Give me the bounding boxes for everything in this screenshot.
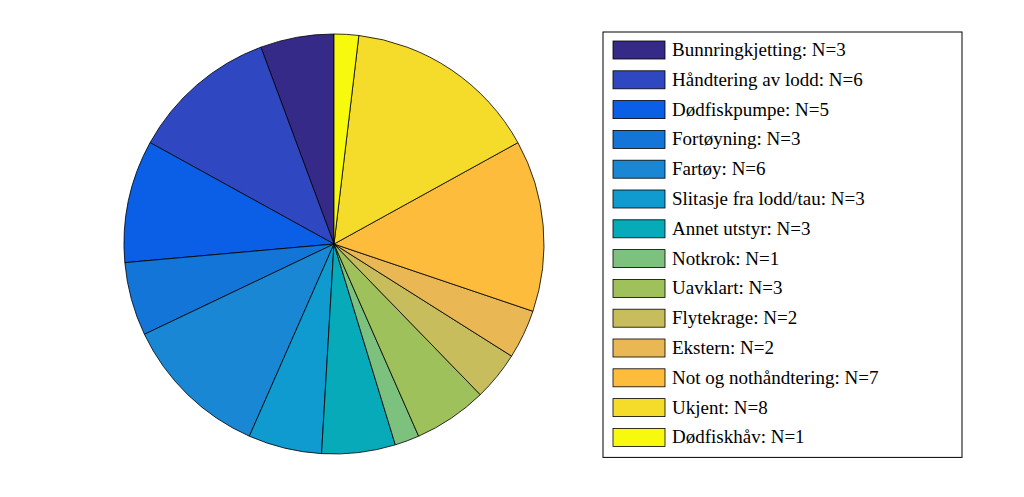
legend-label: Fortøyning: N=3: [672, 128, 800, 149]
pie: [124, 34, 544, 454]
legend-swatch: [613, 220, 665, 238]
legend-label: Fartøy: N=6: [672, 158, 766, 179]
legend-swatch: [613, 428, 665, 446]
chart: Bunnringkjetting: N=3 Håndtering av lodd:…: [0, 0, 1024, 497]
legend-label: Slitasje fra lodd/tau: N=3: [672, 188, 865, 209]
legend-swatch: [613, 339, 665, 357]
legend-swatch: [613, 101, 665, 119]
legend-label: Not og nothåndtering: N=7: [672, 367, 879, 388]
legend-swatch: [613, 71, 665, 89]
legend-label: Håndtering av lodd: N=6: [672, 69, 863, 90]
legend-label: Ukjent: N=8: [672, 397, 768, 418]
chart-root: Bunnringkjetting: N=3 Håndtering av lodd:…: [0, 0, 1024, 497]
legend-label: Flytekrage: N=2: [672, 307, 797, 328]
pie-slice: [334, 34, 359, 244]
legend-label: Annet utstyr: N=3: [672, 218, 810, 239]
legend-swatch: [613, 41, 665, 59]
legend-swatch: [613, 190, 665, 208]
legend-box: [603, 32, 962, 457]
legend-swatch: [613, 309, 665, 327]
legend-swatch: [613, 250, 665, 268]
legend: Bunnringkjetting: N=3 Håndtering av lodd:…: [603, 32, 962, 457]
legend-swatch: [613, 160, 665, 178]
legend-label: Ekstern: N=2: [672, 337, 774, 358]
legend-label: Dødfiskpumpe: N=5: [672, 99, 829, 120]
pie-slice: [334, 35, 518, 244]
legend-swatch: [613, 369, 665, 387]
pie-slice: [124, 143, 334, 263]
legend-label: Bunnringkjetting: N=3: [672, 39, 846, 60]
legend-label: Notkrok: N=1: [672, 248, 779, 269]
legend-swatch: [613, 130, 665, 148]
legend-label: Dødfiskhåv: N=1: [672, 426, 805, 447]
legend-label: Uavklart: N=3: [672, 277, 782, 298]
pie-slice: [249, 244, 334, 454]
legend-swatch: [613, 399, 665, 417]
legend-swatch: [613, 279, 665, 297]
